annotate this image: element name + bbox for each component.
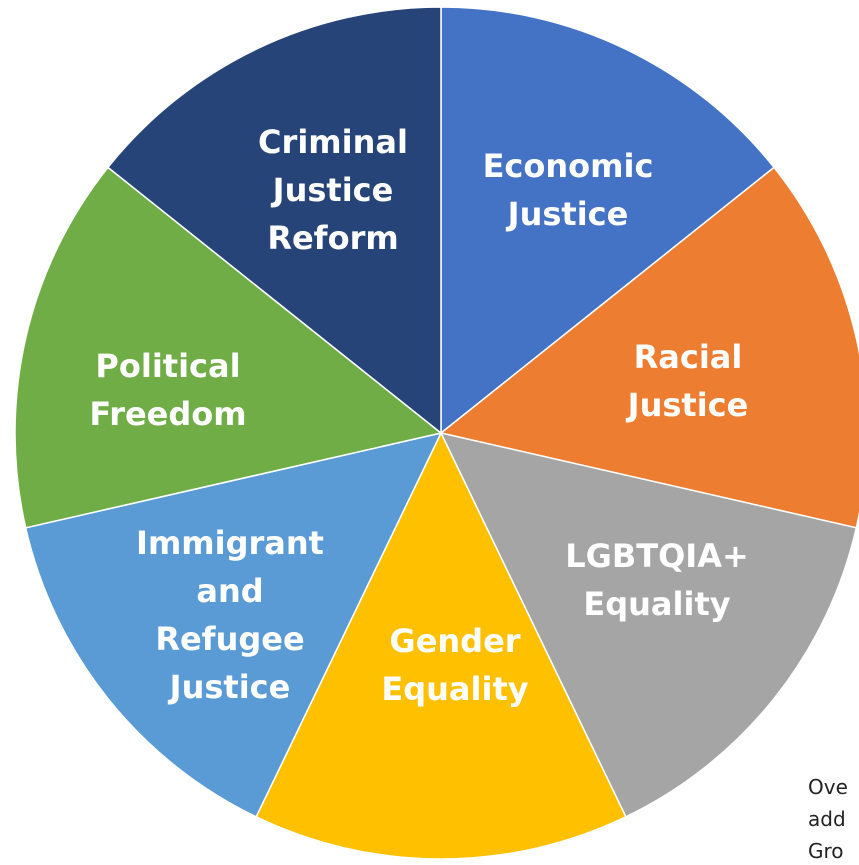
pie-slice (24, 431, 443, 818)
pie-slice (439, 166, 859, 529)
pie-slice (106, 6, 442, 435)
pie-slice (439, 431, 858, 818)
slice-label: Political Freedom (89, 347, 247, 433)
slice-label: Economic Justice (482, 147, 654, 233)
pie-slice (440, 6, 776, 435)
slice-label: Racial Justice (627, 338, 749, 424)
annotation: add (808, 807, 846, 831)
slice-label: Criminal Justice Reform (258, 123, 408, 257)
pie-slice (14, 166, 443, 529)
annotation: Ove (808, 775, 848, 799)
annotation: Gro (808, 839, 844, 863)
slice-label: Immigrant and Refugee Justice (136, 524, 324, 706)
pie-slice (255, 431, 627, 860)
slice-label: LGBTQIA+ Equality (565, 537, 749, 623)
slice-label: Gender Equality (381, 622, 529, 708)
